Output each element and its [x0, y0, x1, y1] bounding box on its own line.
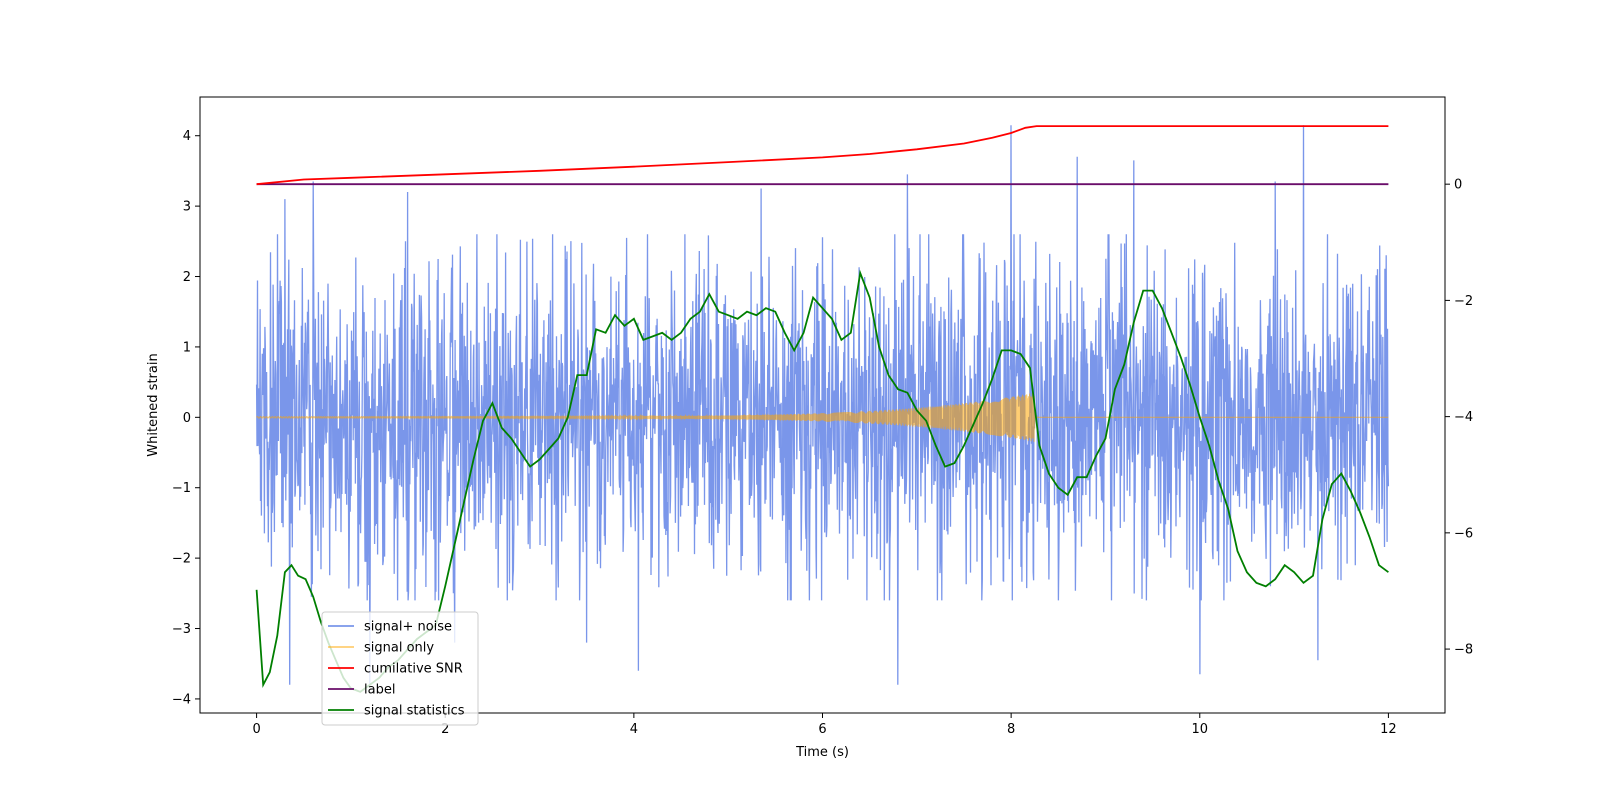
y-tick-label: −2 [172, 552, 191, 567]
y2-tick-label: −6 [1454, 526, 1473, 541]
y-tick-label: 3 [183, 200, 191, 215]
plot-area [255, 125, 1390, 693]
x-axis-label: Time (s) [795, 745, 849, 760]
legend-label: label [364, 683, 395, 698]
legend-box [321, 611, 479, 726]
y-tick-label: 2 [183, 270, 191, 285]
y-tick-label: 1 [183, 340, 191, 355]
x-tick-label: 0 [252, 722, 260, 737]
y2-tick-label: −8 [1454, 643, 1473, 658]
y-axis-label: Whitened strain [146, 353, 161, 456]
series-signal-noise [255, 125, 1390, 685]
x-tick-label: 4 [630, 722, 638, 737]
y-tick-label: −3 [172, 622, 191, 637]
x-tick-label: 12 [1380, 722, 1397, 737]
x-tick-label: 10 [1191, 722, 1208, 737]
y-tick-label: 0 [183, 411, 191, 426]
legend-label: cumilative SNR [364, 662, 463, 677]
x-tick-label: 2 [441, 722, 449, 737]
legend: signal+ noise signal only cumilative SNR la… [321, 611, 479, 726]
y-tick-label: 4 [183, 129, 191, 144]
x-tick-label: 6 [818, 722, 826, 737]
legend-label: signal only [364, 641, 434, 656]
x-tick-label: 8 [1007, 722, 1015, 737]
y-tick-label: −1 [172, 481, 191, 496]
y2-tick-label: −2 [1454, 294, 1473, 309]
y-tick-label: −4 [172, 692, 191, 707]
series-signal-only [256, 393, 1389, 442]
series-cumilative-snr [256, 125, 1389, 186]
y2-tick-label: −4 [1454, 410, 1473, 425]
y2-tick-label: 0 [1454, 178, 1462, 193]
legend-label: signal statistics [364, 704, 465, 719]
legend-label: signal+ noise [364, 620, 452, 635]
